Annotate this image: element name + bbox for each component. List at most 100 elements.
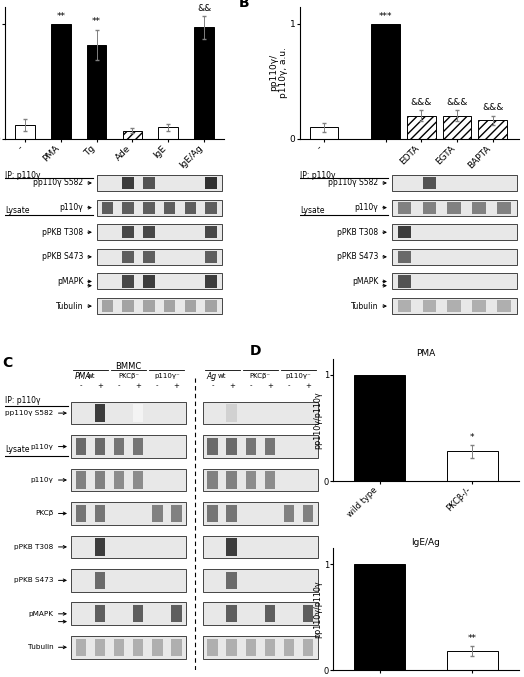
Bar (203, 468, 318, 492)
Text: pPKB T308: pPKB T308 (42, 227, 83, 237)
Bar (226, 505, 237, 522)
Bar (203, 435, 318, 458)
Bar (398, 202, 411, 214)
Bar (398, 226, 411, 238)
Bar (205, 276, 217, 288)
Text: IP: p110γ: IP: p110γ (5, 171, 41, 179)
Text: pMAPK: pMAPK (28, 611, 53, 617)
Bar (143, 226, 155, 238)
Text: PKCβ⁻: PKCβ⁻ (250, 373, 271, 379)
Bar (194, 27, 214, 139)
Bar (208, 638, 218, 656)
Text: &&&: &&& (411, 97, 432, 106)
Bar (398, 250, 411, 263)
Bar (143, 250, 155, 263)
Bar (392, 298, 517, 314)
Bar (152, 505, 162, 522)
Text: pp110γ S582: pp110γ S582 (5, 410, 53, 416)
Bar (203, 569, 318, 592)
Text: pPKB T308: pPKB T308 (337, 227, 378, 237)
Text: PKCβ: PKCβ (35, 510, 53, 517)
Text: +: + (305, 383, 311, 389)
Bar (123, 300, 134, 312)
Bar (205, 202, 217, 214)
Bar (158, 127, 178, 139)
Text: *: * (470, 433, 475, 442)
Text: &&&: &&& (446, 97, 468, 106)
Bar (203, 401, 318, 424)
Bar (208, 471, 218, 489)
Bar (164, 202, 176, 214)
Bar (76, 438, 86, 455)
Text: pp110γ S582: pp110γ S582 (34, 179, 83, 188)
Bar (472, 300, 486, 312)
Bar (392, 224, 517, 240)
Bar (447, 202, 461, 214)
Text: IgE/Ag: IgE/Ag (423, 207, 452, 217)
Bar (398, 300, 411, 312)
Bar (447, 300, 461, 312)
Bar (354, 564, 405, 670)
Bar (87, 45, 106, 139)
Text: PMA: PMA (74, 372, 91, 381)
Text: pMAPK: pMAPK (352, 277, 378, 286)
Bar (226, 538, 237, 556)
Text: +: + (135, 383, 141, 389)
Bar (171, 505, 182, 522)
Text: p110γ: p110γ (30, 443, 53, 450)
Bar (143, 202, 155, 214)
Text: Lysate: Lysate (300, 206, 325, 215)
Text: p110γ: p110γ (60, 203, 83, 212)
Bar (71, 401, 186, 424)
Bar (15, 125, 35, 139)
Text: PKCβ⁻: PKCβ⁻ (118, 373, 139, 379)
Bar (123, 177, 134, 189)
Bar (95, 471, 105, 489)
Text: -: - (118, 383, 121, 389)
Bar (372, 24, 400, 139)
Bar (246, 638, 256, 656)
Bar (265, 438, 275, 455)
Text: pPKB S473: pPKB S473 (337, 253, 378, 261)
Bar (185, 202, 196, 214)
Text: Lysate: Lysate (5, 206, 30, 215)
Bar (407, 116, 435, 139)
Text: D: D (250, 345, 261, 358)
Bar (102, 300, 113, 312)
Bar (208, 505, 218, 522)
Bar (97, 175, 222, 191)
Text: pPKB T308: pPKB T308 (14, 544, 53, 550)
Bar (310, 127, 339, 139)
Text: wt: wt (218, 373, 226, 379)
Bar (76, 471, 86, 489)
Text: BMMC: BMMC (116, 362, 142, 371)
Bar (205, 300, 217, 312)
Text: Tubulin: Tubulin (28, 645, 53, 651)
Bar (97, 224, 222, 240)
Bar (97, 200, 222, 215)
Text: +: + (97, 383, 103, 389)
Text: Lysate: Lysate (5, 445, 30, 454)
Bar (152, 638, 162, 656)
Bar (447, 651, 498, 670)
Bar (392, 200, 517, 215)
Text: pp110γ S582: pp110γ S582 (329, 179, 378, 188)
Bar (123, 276, 134, 288)
Bar (226, 404, 237, 422)
Bar (95, 505, 105, 522)
Bar (95, 438, 105, 455)
Text: -: - (288, 383, 290, 389)
Bar (133, 605, 144, 622)
Text: p110γ: p110γ (30, 477, 53, 483)
Bar (265, 471, 275, 489)
Text: -: - (80, 383, 82, 389)
Text: p110γ⁻: p110γ⁻ (154, 373, 180, 379)
Bar (205, 226, 217, 238)
Bar (226, 605, 237, 622)
Bar (226, 438, 237, 455)
Bar (226, 638, 237, 656)
Bar (185, 300, 196, 312)
Y-axis label: pp110γ/
p110γ, a.u.: pp110γ/ p110γ, a.u. (269, 47, 288, 98)
Bar (95, 638, 105, 656)
Bar (392, 274, 517, 290)
